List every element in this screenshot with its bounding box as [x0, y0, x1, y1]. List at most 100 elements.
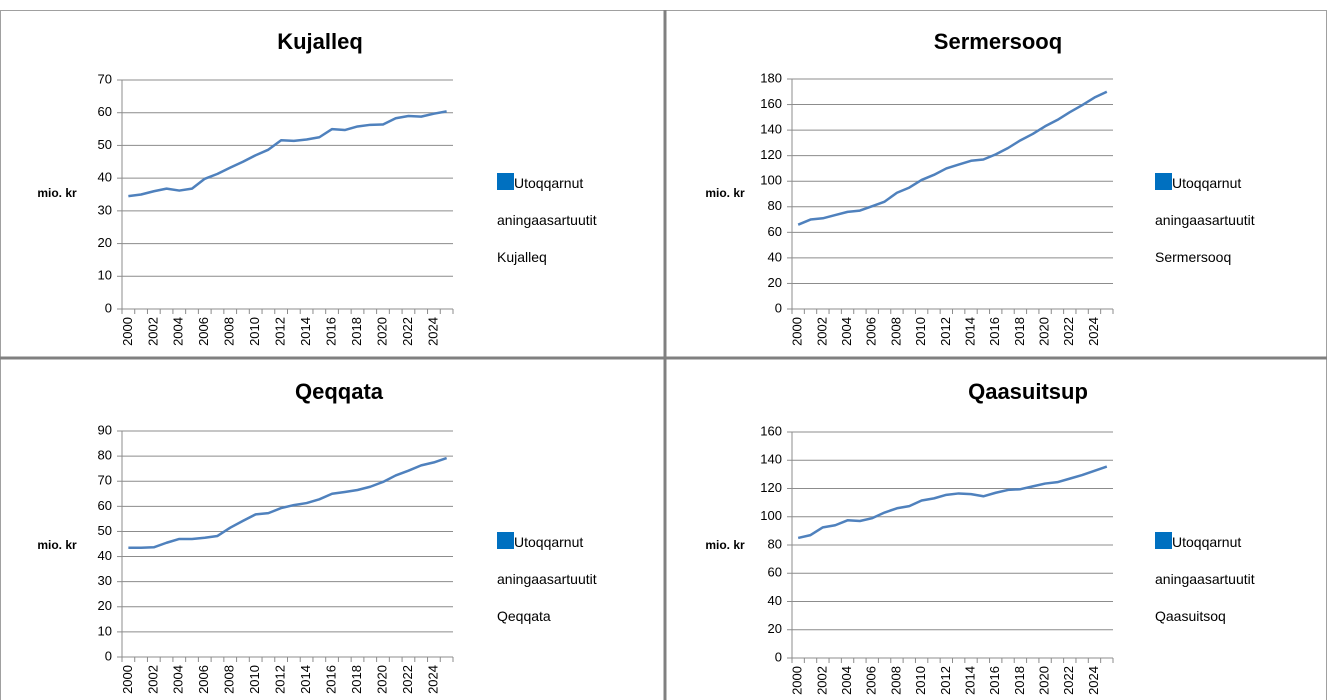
y-tick-label: 100 — [760, 508, 782, 523]
x-tick-label: 2002 — [814, 317, 829, 346]
y-tick-label: 180 — [760, 70, 782, 85]
x-tick-label: 2010 — [247, 665, 262, 694]
x-tick-label: 2020 — [374, 665, 389, 694]
legend-swatch — [497, 532, 514, 549]
y-tick-label: 40 — [768, 249, 782, 264]
y-tick-label: 80 — [768, 198, 782, 213]
y-axis-label: mio. kr — [705, 186, 745, 200]
y-axis-label: mio. kr — [705, 538, 745, 552]
x-tick-label: 2002 — [814, 666, 829, 695]
y-tick-label: 20 — [768, 621, 782, 636]
x-tick-label: 2014 — [298, 665, 313, 694]
x-tick-label: 2002 — [145, 665, 160, 694]
y-tick-label: 140 — [760, 452, 782, 467]
legend-label: Utoqqarnut aningaasartuutit Qeqqata — [497, 534, 597, 624]
x-tick-label: 2022 — [400, 665, 415, 694]
y-tick-label: 80 — [768, 536, 782, 551]
y-tick-label: 10 — [98, 268, 112, 283]
data-line — [128, 110, 447, 198]
y-tick-label: 40 — [98, 170, 112, 185]
x-tick-label: 2008 — [222, 665, 237, 694]
x-tick-label: 2016 — [987, 666, 1002, 695]
y-tick-label: 70 — [98, 473, 112, 488]
y-tick-label: 80 — [98, 448, 112, 463]
y-tick-label: 20 — [768, 275, 782, 290]
x-tick-label: 2012 — [938, 317, 953, 346]
y-tick-label: 60 — [768, 224, 782, 239]
x-tick-label: 2020 — [1037, 317, 1052, 346]
chart-title: Sermersooq — [934, 29, 1062, 54]
x-tick-label: 2010 — [913, 317, 928, 346]
x-tick-label: 2008 — [888, 317, 903, 346]
data-line — [797, 90, 1108, 226]
legend: Utoqqarnut aningaasartuutit Kujalleq — [497, 165, 632, 276]
x-tick-label: 2004 — [839, 666, 854, 695]
x-tick-label: 2014 — [962, 317, 977, 346]
legend-swatch — [1155, 173, 1172, 190]
x-tick-label: 2024 — [425, 317, 440, 346]
y-tick-label: 100 — [760, 173, 782, 188]
x-tick-label: 2024 — [1086, 317, 1101, 346]
x-tick-label: 2006 — [196, 317, 211, 346]
legend: Utoqqarnut aningaasartuutit Sermersooq — [1155, 165, 1290, 276]
y-tick-label: 70 — [98, 71, 112, 86]
legend-swatch — [1155, 532, 1172, 549]
y-tick-label: 140 — [760, 122, 782, 137]
x-tick-label: 2022 — [1061, 317, 1076, 346]
x-tick-label: 2020 — [1037, 666, 1052, 695]
x-tick-label: 2004 — [171, 317, 186, 346]
x-tick-label: 2012 — [938, 666, 953, 695]
x-tick-label: 2008 — [888, 666, 903, 695]
chart-title: Qaasuitsup — [968, 379, 1088, 404]
chart-title: Qeqqata — [295, 379, 384, 404]
legend-label: Utoqqarnut aningaasartuutit Qaasuitsoq — [1155, 534, 1255, 624]
y-tick-label: 90 — [98, 422, 112, 437]
x-tick-label: 2000 — [120, 665, 135, 694]
x-tick-label: 2000 — [790, 317, 805, 346]
legend: Utoqqarnut aningaasartuutit Qaasuitsoq — [1155, 524, 1290, 635]
chart-title: Kujalleq — [277, 29, 363, 54]
legend-swatch — [497, 173, 514, 190]
y-tick-label: 30 — [98, 202, 112, 217]
x-tick-label: 2024 — [425, 665, 440, 694]
y-tick-label: 40 — [98, 548, 112, 563]
y-tick-label: 60 — [98, 498, 112, 513]
y-tick-label: 50 — [98, 137, 112, 152]
y-tick-label: 160 — [760, 423, 782, 438]
y-axis-label: mio. kr — [37, 186, 77, 200]
y-axis-label: mio. kr — [37, 538, 77, 552]
x-tick-label: 2018 — [1012, 317, 1027, 346]
data-line — [797, 465, 1108, 540]
y-tick-label: 0 — [775, 300, 782, 315]
y-tick-label: 160 — [760, 96, 782, 111]
x-tick-label: 2012 — [273, 317, 288, 346]
legend-label: Utoqqarnut aningaasartuutit Kujalleq — [497, 175, 597, 265]
x-tick-label: 2000 — [120, 317, 135, 346]
x-tick-label: 2010 — [247, 317, 262, 346]
x-tick-label: 2018 — [349, 317, 364, 346]
x-tick-label: 2006 — [864, 317, 879, 346]
x-tick-label: 2004 — [839, 317, 854, 346]
y-tick-label: 0 — [775, 649, 782, 664]
y-tick-label: 20 — [98, 598, 112, 613]
y-tick-label: 50 — [98, 523, 112, 538]
x-tick-label: 2000 — [790, 666, 805, 695]
x-tick-label: 2016 — [987, 317, 1002, 346]
x-tick-label: 2002 — [145, 317, 160, 346]
data-line — [128, 456, 448, 550]
y-tick-label: 120 — [760, 147, 782, 162]
x-tick-label: 2020 — [374, 317, 389, 346]
y-tick-label: 0 — [105, 648, 112, 663]
y-tick-label: 20 — [98, 235, 112, 250]
x-tick-label: 2006 — [864, 666, 879, 695]
x-tick-label: 2010 — [913, 666, 928, 695]
y-tick-label: 0 — [105, 300, 112, 315]
x-tick-label: 2024 — [1086, 666, 1101, 695]
x-tick-label: 2014 — [298, 317, 313, 346]
x-tick-label: 2014 — [962, 666, 977, 695]
legend-label: Utoqqarnut aningaasartuutit Sermersooq — [1155, 175, 1255, 265]
x-tick-label: 2004 — [171, 665, 186, 694]
y-tick-label: 60 — [98, 104, 112, 119]
y-tick-label: 60 — [768, 565, 782, 580]
